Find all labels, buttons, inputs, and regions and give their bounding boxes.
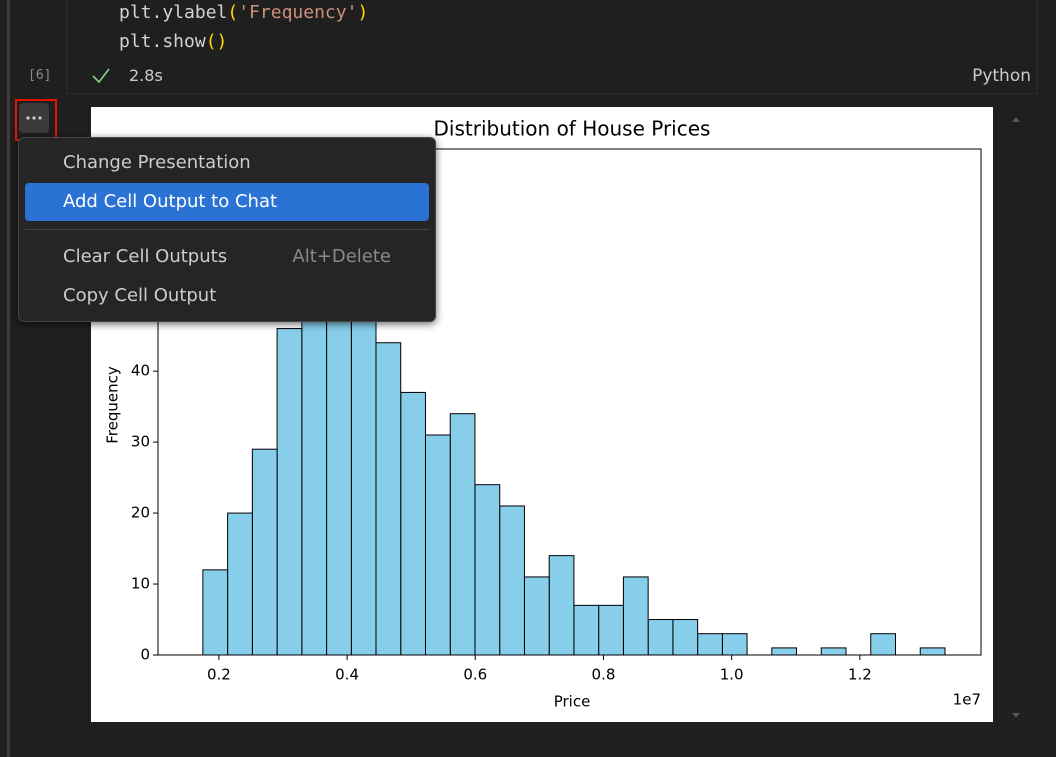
- menu-label: Clear Cell Outputs: [63, 246, 228, 267]
- bar: [301, 285, 328, 656]
- bar: [227, 512, 253, 656]
- chart-title: Distribution of House Prices: [434, 117, 711, 141]
- bar: [548, 555, 575, 656]
- code-cell[interactable]: plt.ylabel('Frequency') plt.show() 2.8s …: [66, 0, 1038, 94]
- success-check: [92, 68, 110, 84]
- bar: [400, 391, 426, 656]
- code-token: plt.ylabel: [119, 2, 228, 23]
- y-axis-label: Frequency: [104, 366, 122, 444]
- menu-item-selected[interactable]: Add Cell Output to Chat: [25, 183, 429, 221]
- bar: [573, 604, 600, 656]
- menu-shortcut: Alt+Delete: [292, 246, 391, 267]
- x-tick-label: 1.2: [848, 666, 872, 684]
- more-actions-button[interactable]: [19, 103, 49, 133]
- x-tick-label: 0.4: [335, 666, 359, 684]
- x-tick-label: 0.2: [207, 666, 231, 684]
- code-token: plt.show: [119, 31, 206, 52]
- y-tick-label: 40: [131, 362, 150, 380]
- bar: [919, 647, 946, 656]
- menu-item[interactable]: Copy Cell Output: [25, 277, 429, 315]
- bar: [202, 569, 229, 656]
- x-tick-label: 0.6: [463, 666, 487, 684]
- code-token: ): [357, 2, 369, 23]
- menu-separator: [25, 229, 429, 230]
- language[interactable]: Python: [972, 66, 1031, 86]
- bar: [375, 342, 402, 656]
- x-tick-label: 0.8: [592, 666, 616, 684]
- x-axis-label: Price: [554, 693, 591, 711]
- y-tick-label: 10: [131, 575, 150, 593]
- x-offset-label: 1e7: [953, 691, 981, 709]
- bar: [647, 619, 674, 656]
- bar: [771, 647, 798, 656]
- bar: [499, 505, 525, 656]
- duration: 2.8s: [129, 66, 163, 85]
- code-token: (): [205, 31, 228, 52]
- y-tick-label: 30: [131, 433, 150, 451]
- menu-label: Change Presentation: [63, 152, 251, 173]
- axes-frame: [157, 148, 982, 656]
- bar: [474, 484, 501, 656]
- bar: [350, 306, 377, 656]
- bar: [721, 633, 748, 656]
- bar: [697, 633, 723, 656]
- menu-label: Copy Cell Output: [63, 285, 217, 306]
- bar: [820, 647, 847, 656]
- y-tick-label: 20: [131, 504, 150, 522]
- code-token: (: [227, 2, 239, 23]
- bar: [622, 576, 649, 656]
- bar: [523, 576, 550, 656]
- code-token: 'Frequency': [238, 2, 358, 23]
- menu-item[interactable]: Clear Cell Outputs Alt+Delete: [25, 238, 429, 276]
- scrollbar-arrows[interactable]: [1006, 110, 1026, 725]
- execution-count: [6]: [28, 68, 52, 83]
- bar: [449, 413, 476, 656]
- bar: [598, 604, 624, 656]
- bar: [870, 633, 896, 656]
- bar: [276, 328, 303, 656]
- menu-item[interactable]: Change Presentation: [25, 144, 429, 182]
- bar: [672, 619, 699, 656]
- bar: [424, 434, 451, 656]
- code-line: plt.show(): [119, 31, 227, 52]
- code-line: plt.ylabel('Frequency'): [119, 2, 368, 23]
- bar: [251, 448, 278, 656]
- menu-label: Add Cell Output to Chat: [63, 191, 278, 212]
- cell-focus-bar: [7, 0, 10, 757]
- y-tick-label: 0: [140, 646, 150, 664]
- context-menu: Change Presentation Add Cell Output to C…: [18, 137, 436, 322]
- x-tick-label: 1.0: [720, 666, 744, 684]
